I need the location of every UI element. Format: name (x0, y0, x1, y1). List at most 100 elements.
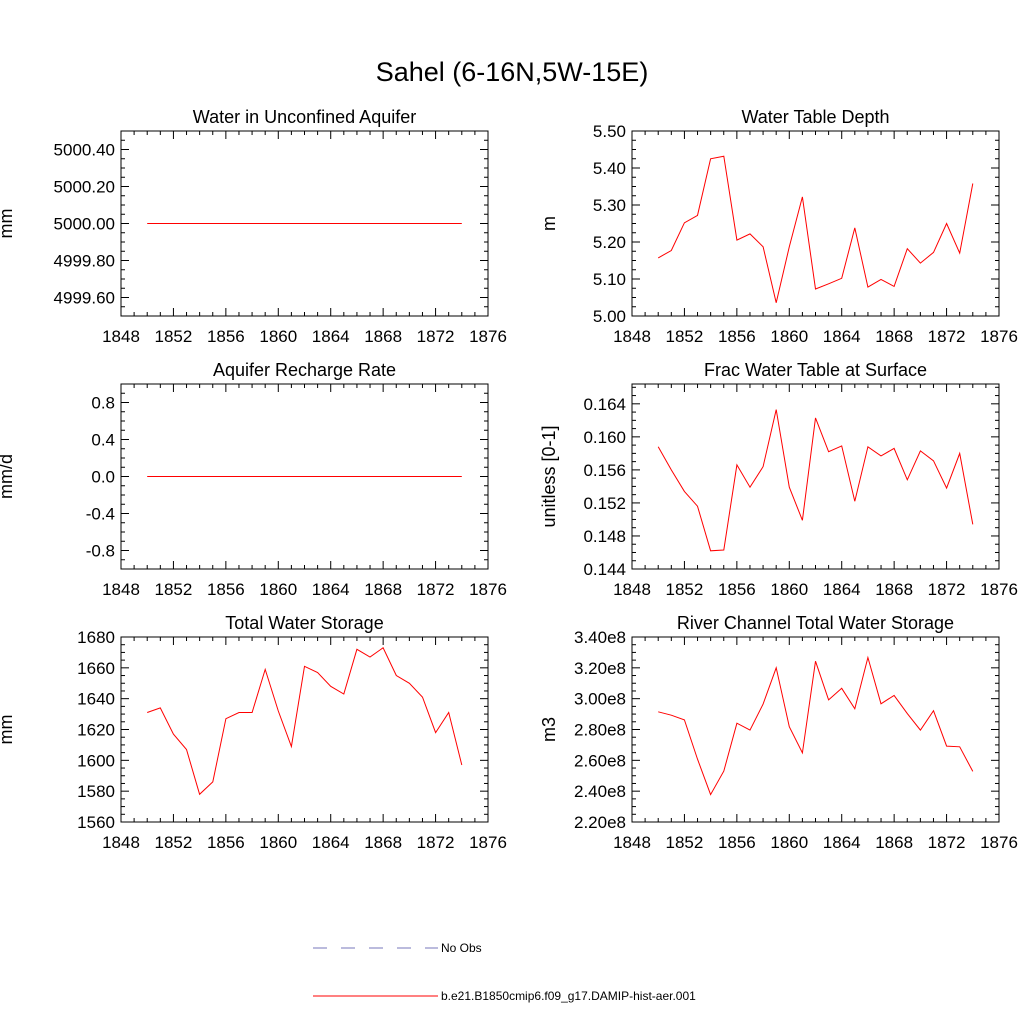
x-tick-label: 1876 (469, 580, 507, 599)
y-axis-label: mm (0, 209, 16, 239)
x-tick-label: 1864 (823, 833, 861, 852)
data-point (802, 752, 803, 753)
data-point (160, 223, 161, 224)
data-point (212, 476, 213, 477)
chart-total-water-storage: Total Water Storage 1848 1852 1856 1860 1864 1… (0, 613, 507, 852)
data-point (867, 446, 868, 447)
data-point (291, 223, 292, 224)
y-tick-label: 5000.40 (54, 141, 115, 160)
x-tick-label: 1860 (770, 833, 808, 852)
data-point (369, 656, 370, 657)
data-point (265, 476, 266, 477)
data-point (435, 476, 436, 477)
x-tick-label: 1848 (102, 833, 140, 852)
series-line (657, 409, 974, 552)
data-point (291, 476, 292, 477)
data-point (959, 253, 960, 254)
x-tick-label: 1860 (770, 327, 808, 346)
x-tick-label: 1864 (312, 580, 350, 599)
data-point (854, 501, 855, 502)
data-point (160, 476, 161, 477)
y-axis-label: m3 (539, 717, 559, 742)
y-tick-label: 3.00e8 (574, 690, 626, 709)
data-point (828, 699, 829, 700)
data-point (448, 223, 449, 224)
data-point (291, 746, 292, 747)
y-axis-label: m (539, 216, 559, 231)
x-tick-label: 1848 (102, 327, 140, 346)
data-point (422, 476, 423, 477)
data-point (697, 759, 698, 760)
y-tick-label: 0.144 (583, 560, 626, 579)
data-point (173, 734, 174, 735)
y-tick-label: 0.0 (91, 468, 115, 487)
data-point (212, 781, 213, 782)
data-point (409, 683, 410, 684)
data-point (762, 466, 763, 467)
x-tick-label: 1856 (207, 833, 245, 852)
data-point (880, 703, 881, 704)
page-title: Sahel (6-16N,5W-15E) (376, 57, 649, 87)
data-point (396, 476, 397, 477)
data-point (710, 158, 711, 159)
data-point (959, 453, 960, 454)
data-point (907, 479, 908, 480)
x-tick-label: 1876 (980, 580, 1018, 599)
chart-water-in-unconfined-aquifer: Water in Unconfined Aquifer 1848 1852 1856 1… (0, 107, 507, 346)
data-point (658, 711, 659, 712)
data-point (409, 223, 410, 224)
y-tick-label: 0.156 (583, 461, 626, 480)
data-point (894, 695, 895, 696)
data-point (330, 476, 331, 477)
data-point (815, 661, 816, 662)
y-axis-label: mm/d (0, 454, 16, 499)
data-point (356, 476, 357, 477)
data-point (278, 223, 279, 224)
data-point (369, 476, 370, 477)
data-point (762, 703, 763, 704)
data-point (880, 455, 881, 456)
y-tick-label: 1680 (77, 628, 115, 647)
chart-title: Water in Unconfined Aquifer (193, 107, 416, 127)
data-point (697, 215, 698, 216)
data-point (841, 278, 842, 279)
y-tick-label: 0.8 (91, 394, 115, 413)
y-tick-label: 5.10 (593, 270, 626, 289)
data-point (946, 223, 947, 224)
data-point (422, 223, 423, 224)
data-point (435, 732, 436, 733)
data-point (684, 719, 685, 720)
x-tick-label: 1852 (155, 833, 193, 852)
x-tick-label: 1864 (823, 327, 861, 346)
y-tick-label: 5.00 (593, 307, 626, 326)
chart-title: Aquifer Recharge Rate (213, 360, 396, 380)
x-tick-label: 1872 (928, 580, 966, 599)
data-point (147, 712, 148, 713)
x-tick-label: 1876 (980, 327, 1018, 346)
data-point (736, 723, 737, 724)
data-point (841, 688, 842, 689)
y-tick-label: 5.30 (593, 196, 626, 215)
x-tick-label: 1868 (364, 580, 402, 599)
data-point (238, 476, 239, 477)
data-point (356, 649, 357, 650)
data-point (907, 248, 908, 249)
x-tick-label: 1876 (980, 833, 1018, 852)
x-tick-label: 1848 (613, 833, 651, 852)
x-tick-label: 1852 (666, 833, 704, 852)
data-point (461, 764, 462, 765)
data-point (972, 771, 973, 772)
data-point (789, 726, 790, 727)
data-point (225, 476, 226, 477)
data-point (907, 713, 908, 714)
data-point (251, 476, 252, 477)
data-point (802, 196, 803, 197)
data-point (815, 417, 816, 418)
chart-water-table-depth: Water Table Depth 1848 1852 1856 1860 1864 186… (539, 107, 1018, 346)
data-point (422, 697, 423, 698)
y-tick-label: 1620 (77, 721, 115, 740)
data-point (173, 476, 174, 477)
data-point (173, 223, 174, 224)
y-tick-label: -0.4 (86, 505, 115, 524)
